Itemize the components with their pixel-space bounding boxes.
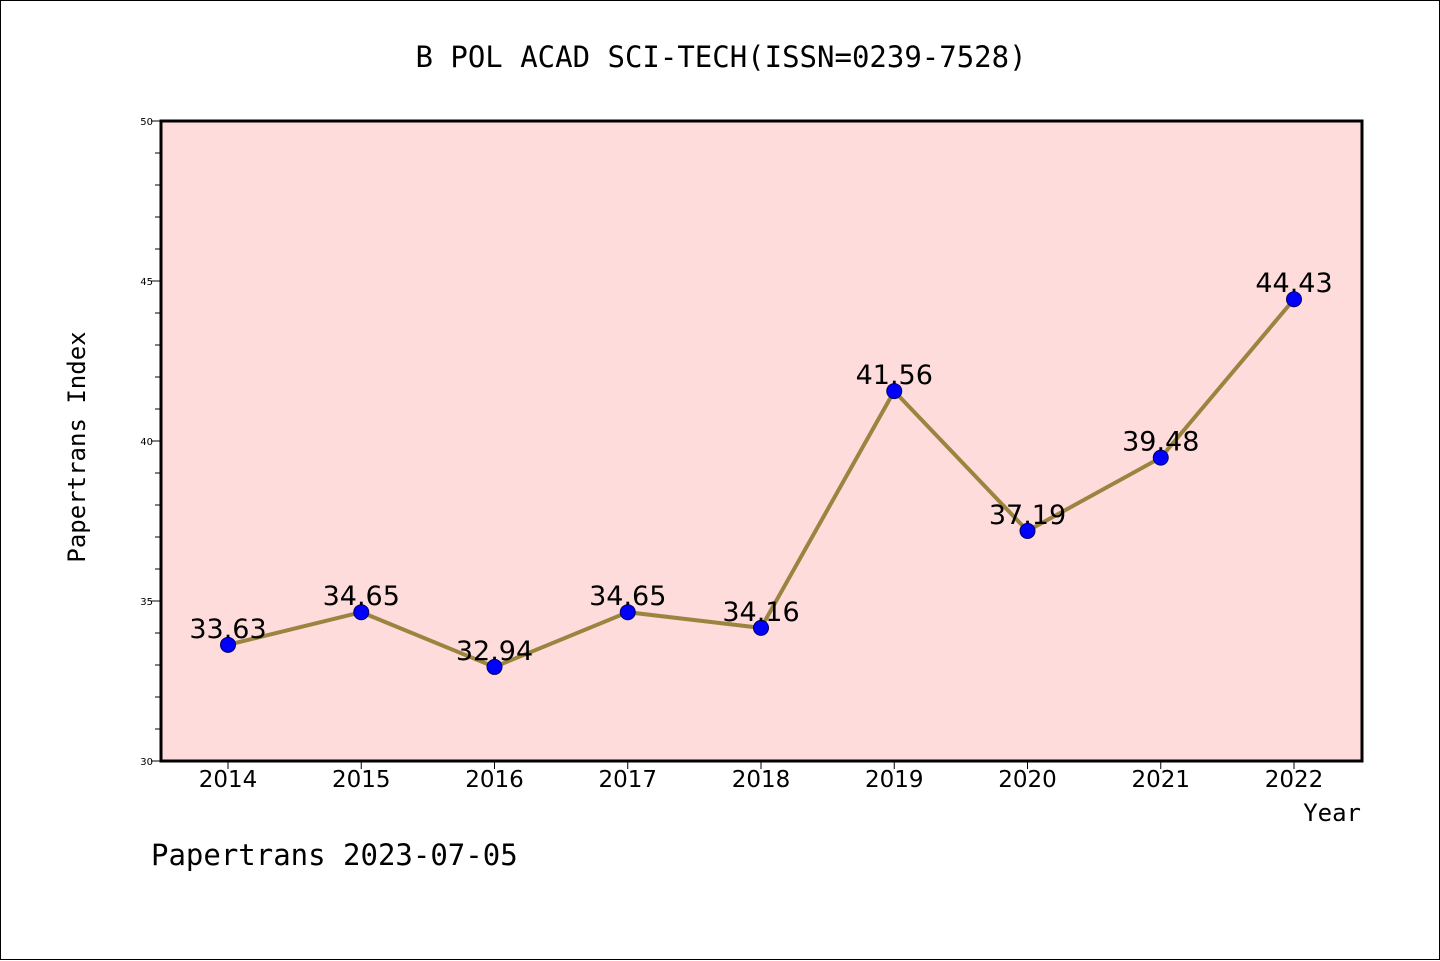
x-tick-label: 2021 [1131, 767, 1190, 793]
y-tick-label: 40 [140, 437, 153, 448]
data-point [1019, 522, 1036, 539]
data-point [220, 636, 236, 653]
footer-text: Papertrans 2023-07-05 [151, 838, 518, 872]
plot-area [159, 119, 1364, 763]
x-tick-label: 2019 [865, 767, 924, 793]
x-tick-label: 2018 [732, 767, 791, 793]
data-label: 41.56 [856, 360, 933, 391]
y-axis: 30 35 40 45 50 [140, 117, 161, 768]
chart-title: B POL ACAD SCI-TECH(ISSN=0239-7528) [415, 40, 1026, 74]
data-label: 33.63 [189, 614, 266, 645]
data-label: 34.16 [722, 597, 799, 628]
data-point [753, 619, 769, 636]
data-label: 37.19 [989, 500, 1066, 531]
data-point [886, 383, 903, 400]
data-label: 34.65 [323, 581, 400, 612]
x-axis: 2014 2015 2016 2017 2018 2019 2020 2021 2022 [199, 761, 1324, 793]
y-tick-label: 45 [140, 277, 153, 288]
data-labels: 33.63 34.65 32.94 34.65 34.16 41.56 37.19 39.48… [189, 268, 1332, 667]
data-label: 39.48 [1122, 427, 1199, 458]
y-tick-label: 30 [140, 757, 153, 768]
y-tick-label: 35 [140, 597, 153, 608]
data-label: 34.65 [589, 581, 666, 612]
x-axis-label: Year [1303, 799, 1361, 827]
data-point [1286, 291, 1302, 308]
y-tick-label: 50 [140, 117, 153, 128]
data-point [619, 604, 636, 621]
y-axis-label: Papertrans Index [63, 331, 91, 562]
data-label: 32.94 [456, 636, 533, 667]
data-point [486, 658, 503, 675]
data-point [353, 604, 370, 621]
x-tick-label: 2015 [332, 767, 391, 793]
data-label: 44.43 [1255, 268, 1332, 299]
data-point [1152, 449, 1169, 466]
x-tick-label: 2014 [199, 767, 258, 793]
series-points [220, 291, 1302, 675]
x-tick-label: 2017 [598, 767, 657, 793]
x-tick-label: 2020 [998, 767, 1057, 793]
x-tick-label: 2022 [1265, 767, 1324, 793]
x-tick-label: 2016 [465, 767, 524, 793]
